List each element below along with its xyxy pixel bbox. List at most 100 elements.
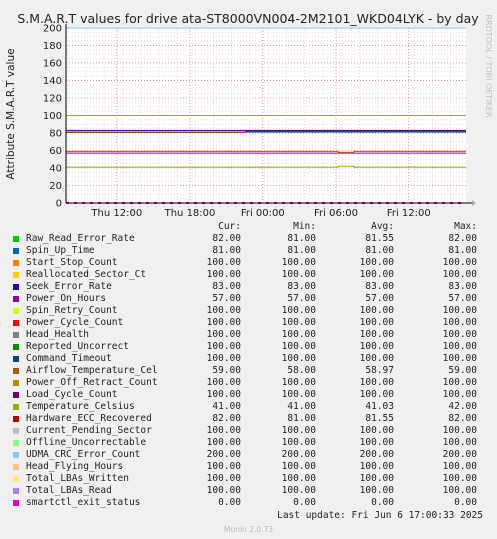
legend-min-value: 81.00 xyxy=(287,233,316,244)
legend-series-name: Offline_Uncorrectable xyxy=(26,437,147,448)
legend-header: Cur: Min: Avg: Max: xyxy=(0,221,497,233)
chart: S.M.A.R.T values for drive ata-ST8000VN0… xyxy=(5,11,493,219)
y-axis-label: Attribute S.M.A.R.T value xyxy=(5,48,17,179)
legend-cur-value: 81.00 xyxy=(212,245,241,256)
legend-max-value: 100.00 xyxy=(442,473,477,484)
legend-cur-value: 100.00 xyxy=(206,269,241,280)
legend-swatch xyxy=(13,308,19,314)
legend-swatch xyxy=(13,440,19,446)
legend-row: UDMA_CRC_Error_Count 200.00 200.00 200.00 20… xyxy=(0,449,497,461)
legend-cur-value: 100.00 xyxy=(206,353,241,364)
y-tick-label: 60 xyxy=(49,146,62,157)
legend-min-value: 100.00 xyxy=(281,485,316,496)
legend-swatch xyxy=(13,284,19,290)
legend-min-value: 41.00 xyxy=(287,401,316,412)
legend-max-value: 100.00 xyxy=(442,425,477,436)
legend-swatch xyxy=(13,452,19,458)
legend-series-name: Power_On_Hours xyxy=(26,293,107,304)
legend-series-name: Power_Off_Retract_Count xyxy=(26,377,158,388)
legend-max-value: 83.00 xyxy=(448,281,477,292)
legend-series-name: Raw_Read_Error_Rate xyxy=(26,233,135,244)
legend-min-value: 100.00 xyxy=(281,461,316,472)
legend-avg-value: 100.00 xyxy=(359,341,394,352)
legend-cur-value: 100.00 xyxy=(206,257,241,268)
legend-swatch xyxy=(13,404,19,410)
legend-min-value: 57.00 xyxy=(287,293,316,304)
legend-cur-value: 57.00 xyxy=(212,293,241,304)
legend-max-value: 0.00 xyxy=(454,497,477,508)
legend-avg-value: 100.00 xyxy=(359,269,394,280)
legend-min-value: 100.00 xyxy=(281,329,316,340)
legend-cur-value: 100.00 xyxy=(206,377,241,388)
legend-row: Current_Pending_Sector 100.00 100.00 100.00… xyxy=(0,425,497,437)
legend-avg-value: 57.00 xyxy=(365,293,394,304)
legend-swatch xyxy=(13,380,19,386)
series-line-temperature-celsius xyxy=(66,165,466,168)
legend-row: Load_Cycle_Count 100.00 100.00 100.00 100.00 xyxy=(0,389,497,401)
legend-cur-value: 100.00 xyxy=(206,461,241,472)
legend-max-value: 100.00 xyxy=(442,341,477,352)
legend-row: Airflow_Temperature_Cel 59.00 58.00 58.97 59… xyxy=(0,365,497,377)
y-tick-label: 100 xyxy=(43,111,62,122)
legend-min-value: 58.00 xyxy=(287,365,316,376)
munin-version: Munin 2.0.73 xyxy=(223,525,274,534)
legend-swatch xyxy=(13,476,19,482)
legend-series-name: Total_LBAs_Read xyxy=(26,485,112,496)
legend-min-value: 81.00 xyxy=(287,413,316,424)
legend-min-value: 100.00 xyxy=(281,425,316,436)
y-tick-label: 200 xyxy=(43,24,62,35)
legend-cur-value: 82.00 xyxy=(212,233,241,244)
rrdtool-credit: RRDTOOL / TOBI OETIKER xyxy=(484,14,493,117)
header-max: Max: xyxy=(454,221,477,232)
legend-max-value: 100.00 xyxy=(442,389,477,400)
legend-max-value: 82.00 xyxy=(448,233,477,244)
legend-cur-value: 100.00 xyxy=(206,305,241,316)
legend-min-value: 0.00 xyxy=(293,497,316,508)
legend-series-name: Head_Health xyxy=(26,329,89,340)
legend-row: Temperature_Celsius 41.00 41.00 41.03 42.00 xyxy=(0,401,497,413)
legend-avg-value: 81.00 xyxy=(365,245,394,256)
y-tick-label: 180 xyxy=(43,41,62,52)
legend-avg-value: 81.55 xyxy=(365,413,394,424)
legend-min-value: 81.00 xyxy=(287,245,316,256)
legend-cur-value: 59.00 xyxy=(212,365,241,376)
legend-swatch xyxy=(13,428,19,434)
legend-series-name: Temperature_Celsius xyxy=(26,401,135,412)
legend-cur-value: 83.00 xyxy=(212,281,241,292)
legend-series-name: Start_Stop_Count xyxy=(26,257,118,268)
legend-max-value: 100.00 xyxy=(442,437,477,448)
legend: Cur: Min: Avg: Max: Raw_Read_Error_Rate 8… xyxy=(0,221,497,509)
legend-series-name: Head_Flying_Hours xyxy=(26,461,124,472)
chart-title: S.M.A.R.T values for drive ata-ST8000VN0… xyxy=(17,11,479,26)
legend-avg-value: 58.97 xyxy=(365,365,394,376)
legend-row: Reallocated_Sector_Ct 100.00 100.00 100.00 1… xyxy=(0,269,497,281)
legend-avg-value: 100.00 xyxy=(359,353,394,364)
legend-row: Start_Stop_Count 100.00 100.00 100.00 100.00 xyxy=(0,257,497,269)
legend-series-name: UDMA_CRC_Error_Count xyxy=(26,449,141,460)
legend-max-value: 100.00 xyxy=(442,377,477,388)
legend-row: Head_Health 100.00 100.00 100.00 100.00 xyxy=(0,329,497,341)
legend-min-value: 100.00 xyxy=(281,353,316,364)
legend-series-name: Hardware_ECC_Recovered xyxy=(26,413,152,424)
legend-cur-value: 100.00 xyxy=(206,473,241,484)
legend-max-value: 100.00 xyxy=(442,317,477,328)
last-update: Last update: Fri Jun 6 17:00:33 2025 xyxy=(277,510,483,521)
legend-max-value: 100.00 xyxy=(442,461,477,472)
legend-series-name: Reported_Uncorrect xyxy=(26,341,129,352)
y-tick-label: 0 xyxy=(56,199,62,210)
legend-row: Spin_Retry_Count 100.00 100.00 100.00 100.00 xyxy=(0,305,497,317)
legend-row: Seek_Error_Rate 83.00 83.00 83.00 83.00 xyxy=(0,281,497,293)
axes xyxy=(65,24,476,206)
legend-min-value: 100.00 xyxy=(281,341,316,352)
legend-cur-value: 200.00 xyxy=(206,449,241,460)
x-tick-labels: Thu 12:00 Thu 18:00 Fri 00:00 Fri 06:00 Fri … xyxy=(90,208,430,219)
legend-swatch xyxy=(13,464,19,470)
y-tick-label: 20 xyxy=(49,181,62,192)
legend-swatch xyxy=(13,236,19,242)
legend-cur-value: 100.00 xyxy=(206,485,241,496)
legend-swatch xyxy=(13,344,19,350)
legend-swatch xyxy=(13,296,19,302)
y-tick-label: 40 xyxy=(49,164,62,175)
legend-row: Power_Off_Retract_Count 100.00 100.00 100.0… xyxy=(0,377,497,389)
legend-row: Total_LBAs_Written 100.00 100.00 100.00 100.… xyxy=(0,473,497,485)
